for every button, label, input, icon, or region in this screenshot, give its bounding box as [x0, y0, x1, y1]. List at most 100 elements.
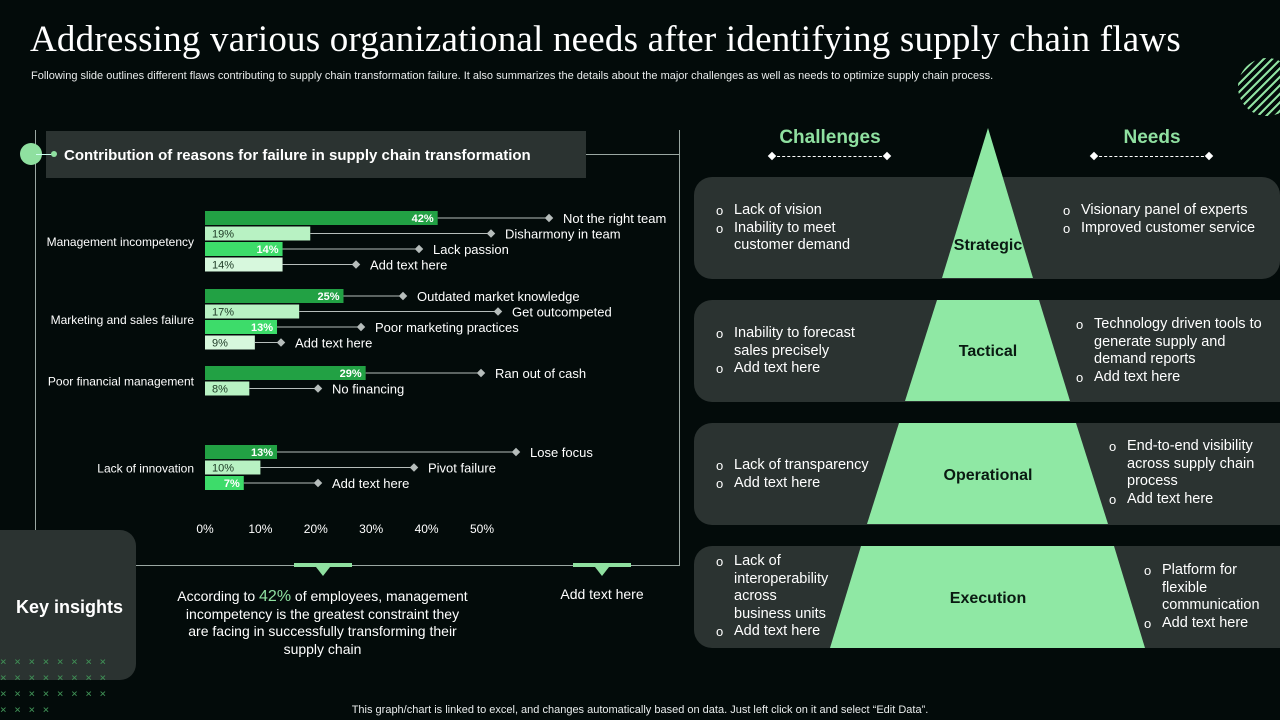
tactical-challenges: Inability to forecast sales precisely Ad…: [716, 325, 886, 378]
insight-text-before: According to: [177, 588, 260, 604]
leader-dot: [409, 463, 419, 472]
insight-text-after: of employees, management incompetency is…: [185, 588, 468, 657]
bar-value-label: 7%: [224, 478, 240, 490]
leader-dot: [486, 229, 496, 238]
list-item: Add text here: [1076, 369, 1266, 387]
list-item: Improved customer service: [1063, 220, 1263, 238]
key-insights-panel: [0, 530, 136, 680]
bar: [205, 304, 300, 319]
list-item: Add text here: [716, 360, 886, 378]
leader-dot: [351, 260, 361, 269]
bar: [205, 242, 283, 256]
x-tick-label: 50%: [470, 522, 494, 536]
bar-chart: Management incompetency 42% Not the right …: [47, 211, 666, 536]
striped-circle-decoration: [1238, 58, 1280, 116]
bullet-line-decoration: [36, 154, 56, 155]
bar-annotation: Add text here: [332, 476, 409, 491]
strategic-needs: Visionary panel of experts Improved cust…: [1063, 202, 1263, 237]
bar-annotation: Poor marketing practices: [375, 320, 519, 335]
list-item: Technology driven tools to generate supp…: [1076, 316, 1266, 369]
execution-needs: Platform for flexible communication Add …: [1144, 562, 1278, 632]
bar: [205, 445, 278, 459]
chart-marker-right: [573, 563, 631, 576]
x-tick-label: 20%: [304, 522, 328, 536]
bar-value-label: 13%: [251, 322, 273, 334]
list-item: Inability to forecast sales precisely: [716, 325, 886, 360]
chart-title: Contribution of reasons for failure in s…: [64, 147, 531, 164]
bar-value-label: 14%: [257, 244, 279, 256]
bar: [205, 226, 311, 241]
leader-dot: [313, 478, 323, 488]
strategic-challenges: Lack of vision Inability to meet custome…: [716, 202, 886, 255]
list-item: End-to-end visibility across supply chai…: [1109, 438, 1274, 491]
operational-challenges: Lack of transparency Add text here: [716, 457, 886, 492]
needs-heading: Needs: [1123, 127, 1181, 148]
bar: [205, 476, 244, 490]
bar: [205, 366, 366, 380]
page-subtitle: Following slide outlines different flaws…: [31, 70, 994, 82]
chart-marker-left: [294, 563, 352, 576]
bullet-dot-decoration: [51, 151, 57, 157]
bar-annotation: Lose focus: [530, 445, 593, 460]
leader-dot: [544, 213, 554, 223]
bar-annotation: Add text here: [295, 336, 372, 351]
bar-annotation: No financing: [332, 382, 404, 397]
bar-value-label: 19%: [212, 229, 234, 241]
list-item: Platform for flexible communication: [1144, 562, 1278, 615]
footer-note: This graph/chart is linked to excel, and…: [351, 704, 929, 716]
execution-challenges: Lack of interoperability across business…: [716, 553, 836, 641]
category-label: Management incompetency: [47, 235, 194, 249]
list-item: Add text here: [1144, 615, 1278, 633]
list-item: Lack of vision: [716, 202, 886, 220]
chart-header-bar: [46, 131, 586, 178]
chart-frame: [35, 130, 680, 566]
list-item: Inability to meet customer demand: [716, 220, 886, 255]
bar: [205, 257, 283, 272]
leader-dot: [356, 322, 366, 332]
bar: [205, 211, 438, 225]
list-item: Lack of interoperability across business…: [716, 553, 836, 623]
level-operational-label: Operational: [943, 467, 1033, 484]
bar: [205, 289, 344, 303]
x-pattern-decoration: ×××××××× ×××××××× ×××××××× ××××: [0, 655, 114, 716]
leader-dot: [414, 244, 424, 254]
bar: [205, 320, 278, 334]
bar-annotation: Outdated market knowledge: [417, 289, 580, 304]
bar-value-label: 25%: [317, 291, 339, 303]
bar-annotation: Pivot failure: [428, 461, 496, 476]
bar: [205, 381, 250, 396]
challenges-heading: Challenges: [779, 127, 881, 148]
category-label: Poor financial management: [48, 375, 195, 389]
level-tactical-label: Tactical: [958, 343, 1018, 360]
key-insights-title: Key insights: [16, 597, 124, 617]
chart-frame-top: [586, 154, 680, 155]
key-insight-add-text: Add text here: [560, 586, 644, 602]
challenges-divider: [772, 156, 887, 157]
bar-annotation: Ran out of cash: [495, 366, 586, 381]
bar-annotation: Get outcompeted: [512, 305, 612, 320]
needs-divider: [1094, 156, 1209, 157]
leader-dot: [511, 447, 521, 457]
leader-dot: [276, 338, 286, 347]
bar-value-label: 13%: [251, 447, 273, 459]
leader-dot: [398, 291, 408, 301]
bar-value-label: 14%: [212, 260, 234, 272]
bar-annotation: Add text here: [370, 258, 447, 273]
list-item: Add text here: [716, 475, 886, 493]
level-execution-label: Execution: [949, 590, 1027, 607]
list-item: Add text here: [1109, 491, 1274, 509]
x-tick-label: 30%: [359, 522, 383, 536]
list-item: Add text here: [716, 623, 836, 641]
category-label: Marketing and sales failure: [51, 313, 195, 327]
list-item: Visionary panel of experts: [1063, 202, 1263, 220]
leader-dot: [493, 307, 503, 316]
tactical-needs: Technology driven tools to generate supp…: [1076, 316, 1266, 386]
list-item: Lack of transparency: [716, 457, 886, 475]
bar-value-label: 29%: [340, 368, 362, 380]
leader-dot: [476, 368, 486, 378]
level-strategic-label: Strategic: [953, 237, 1023, 254]
bar: [205, 335, 255, 350]
bar-value-label: 9%: [212, 338, 228, 350]
x-tick-label: 10%: [248, 522, 272, 536]
bar-annotation: Lack passion: [433, 242, 509, 257]
